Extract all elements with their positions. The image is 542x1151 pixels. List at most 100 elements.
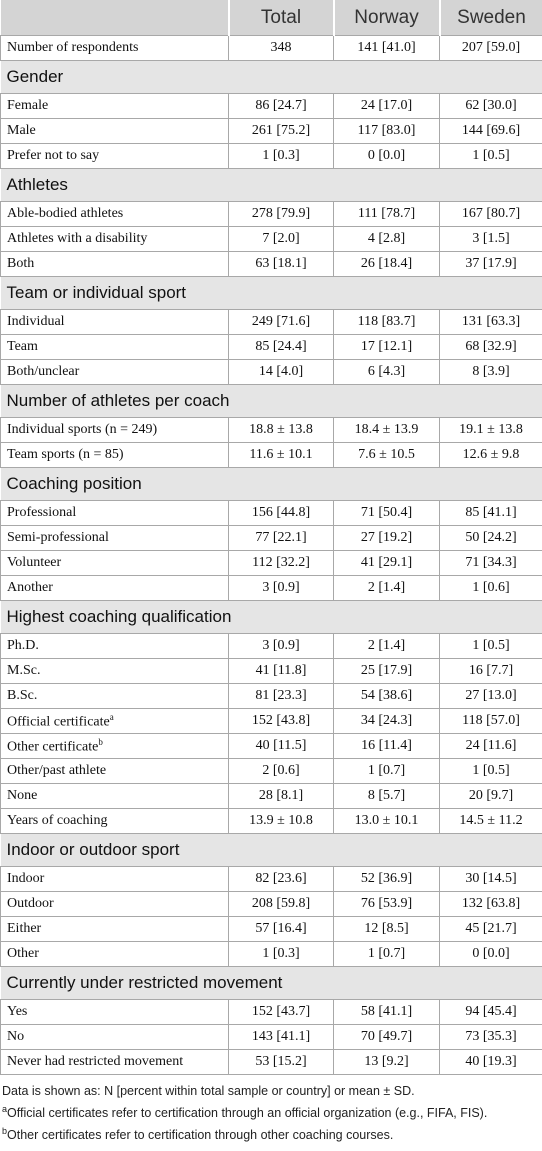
data-row: Another 3 [0.9] 2 [1.4] 1 [0.6] [0,575,542,601]
label-text: Prefer not to say [7,148,100,163]
value-cell: 208 [59.8] [228,891,334,917]
label-text: None [7,788,38,803]
label-text: Volunteer [7,555,62,570]
footnote-mark: b [98,736,103,747]
value-cell: 18.8 ± 13.8 [228,417,334,443]
value-cell: 14.5 ± 11.2 [439,808,542,834]
row-label: Outdoor [0,891,229,917]
value-cell: 45 [21.7] [439,916,542,942]
label-text: M.Sc. [7,663,41,678]
data-row: Semi-professional 77 [22.1] 27 [19.2] 50 [2… [0,525,542,551]
row-label: Athletes with a disability [0,226,229,252]
value-cell: 85 [41.1] [439,500,542,526]
value-cell: 6 [4.3] [333,359,440,385]
data-row: Other/past athlete 2 [0.6] 1 [0.7] 1 [0.5] [0,758,542,784]
value-cell: 40 [11.5] [228,733,334,759]
value-cell: 278 [79.9] [228,201,334,227]
value-cell: 141 [41.0] [333,35,440,61]
value-cell: 117 [83.0] [333,118,440,144]
row-label: Other certificateb [0,733,229,759]
value-cell: 62 [30.0] [439,93,542,119]
value-cell: 82 [23.6] [228,866,334,892]
value-cell: 57 [16.4] [228,916,334,942]
data-row: Number of respondents 348 141 [41.0] 207 [5… [0,35,542,61]
data-row: None 28 [8.1] 8 [5.7] 20 [9.7] [0,783,542,809]
value-cell: 19.1 ± 13.8 [439,417,542,443]
value-cell: 1 [0.7] [333,941,440,967]
label-text: Athletes with a disability [7,231,148,246]
label-text: No [7,1029,25,1044]
data-row: Professional 156 [44.8] 71 [50.4] 85 [41.1] [0,500,542,526]
value-cell: 40 [19.3] [439,1049,542,1075]
value-cell: 118 [57.0] [439,708,542,734]
value-cell: 8 [3.9] [439,359,542,385]
data-row: Athletes with a disability 7 [2.0] 4 [2.8]… [0,226,542,252]
value-cell: 27 [19.2] [333,525,440,551]
value-cell: 13.9 ± 10.8 [228,808,334,834]
value-cell: 50 [24.2] [439,525,542,551]
data-row: Years of coaching 13.9 ± 10.8 13.0 ± 10.1 1… [0,808,542,834]
data-row: Other certificateb 40 [11.5] 16 [11.4] 24 [… [0,733,542,759]
section-title: Currently under restricted movement [0,966,542,1000]
footnotes: Data is shown as: N [percent within tota… [0,1075,542,1143]
data-row: Never had restricted movement 53 [15.2] 13… [0,1049,542,1075]
row-label: Both/unclear [0,359,229,385]
row-label: M.Sc. [0,658,229,684]
value-cell: 24 [17.0] [333,93,440,119]
data-row: Either 57 [16.4] 12 [8.5] 45 [21.7] [0,916,542,942]
value-cell: 249 [71.6] [228,309,334,335]
row-label: Female [0,93,229,119]
value-cell: 8 [5.7] [333,783,440,809]
row-label: Semi-professional [0,525,229,551]
label-text: Years of coaching [7,813,108,828]
section-row: Highest coaching qualification [0,600,542,634]
row-label: Team sports (n = 85) [0,442,229,468]
value-cell: 52 [36.9] [333,866,440,892]
data-row: Able-bodied athletes 278 [79.9] 111 [78.7]… [0,201,542,227]
value-cell: 14 [4.0] [228,359,334,385]
value-cell: 76 [53.9] [333,891,440,917]
label-text: Indoor [7,871,45,886]
value-cell: 111 [78.7] [333,201,440,227]
value-cell: 18.4 ± 13.9 [333,417,440,443]
label-text: Both [7,256,35,271]
row-label: Prefer not to say [0,143,229,169]
data-row: Individual sports (n = 249) 18.8 ± 13.8 18… [0,417,542,443]
value-cell: 37 [17.9] [439,251,542,277]
data-table: Total Norway Sweden Number of respondents 34… [0,0,542,1075]
label-text: Semi-professional [7,530,109,545]
data-row: Individual 249 [71.6] 118 [83.7] 131 [63.3] [0,309,542,335]
section-row: Indoor or outdoor sport [0,833,542,867]
value-cell: 20 [9.7] [439,783,542,809]
footnote-mark: a [2,1104,8,1114]
row-label: B.Sc. [0,683,229,709]
row-label: Individual [0,309,229,335]
label-text: Able-bodied athletes [7,206,124,221]
label-text: Male [7,123,36,138]
value-cell: 131 [63.3] [439,309,542,335]
data-row: Outdoor 208 [59.8] 76 [53.9] 132 [63.8] [0,891,542,917]
label-text: Either [7,921,42,936]
value-cell: 1 [0.7] [333,758,440,784]
section-row: Gender [0,60,542,94]
row-label: Years of coaching [0,808,229,834]
value-cell: 25 [17.9] [333,658,440,684]
label-text: Never had restricted movement [7,1054,184,1069]
value-cell: 24 [11.6] [439,733,542,759]
value-cell: 13 [9.2] [333,1049,440,1075]
value-cell: 26 [18.4] [333,251,440,277]
data-row: Team 85 [24.4] 17 [12.1] 68 [32.9] [0,334,542,360]
section-title: Indoor or outdoor sport [0,833,542,867]
footnote: aOfficial certificates refer to certific… [2,1101,540,1121]
label-text: B.Sc. [7,688,38,703]
value-cell: 3 [0.9] [228,575,334,601]
footnote: bOther certificates refer to certificati… [2,1123,540,1143]
value-cell: 132 [63.8] [439,891,542,917]
row-label: Indoor [0,866,229,892]
value-cell: 81 [23.3] [228,683,334,709]
label-text: Team sports (n = 85) [7,447,124,462]
label-text: Other/past athlete [7,763,107,778]
data-row: Prefer not to say 1 [0.3] 0 [0.0] 1 [0.5] [0,143,542,169]
value-cell: 7 [2.0] [228,226,334,252]
value-cell: 2 [1.4] [333,575,440,601]
